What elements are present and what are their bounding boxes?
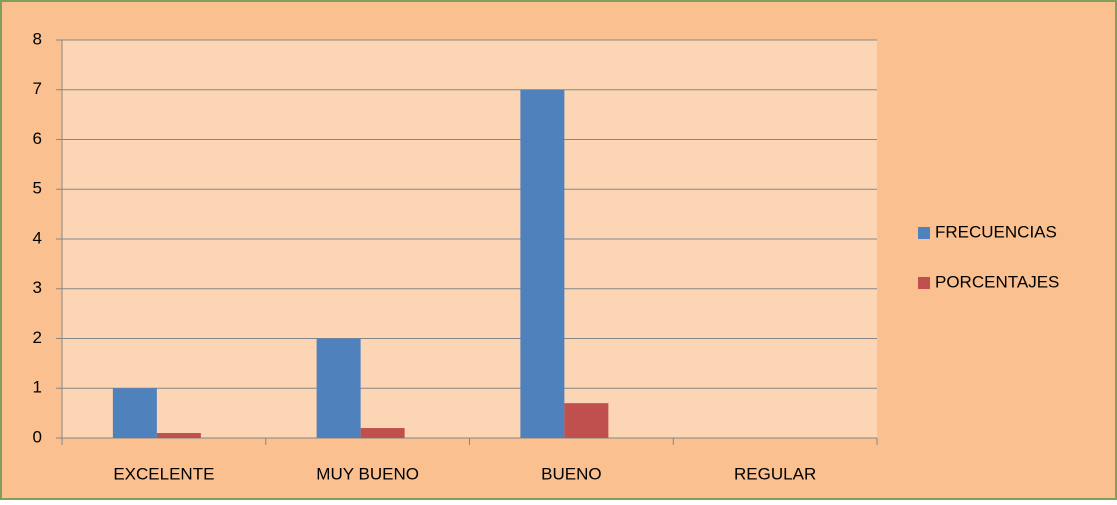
y-tick-label: 3 bbox=[33, 278, 42, 297]
y-tick-label: 8 bbox=[33, 29, 42, 48]
y-tick-label: 0 bbox=[33, 427, 42, 446]
bar bbox=[564, 403, 609, 438]
x-tick-label: REGULAR bbox=[734, 464, 816, 483]
x-tick-label: MUY BUENO bbox=[316, 464, 419, 483]
y-tick-label: 2 bbox=[33, 328, 42, 347]
bar bbox=[156, 433, 201, 438]
legend-label: FRECUENCIAS bbox=[935, 222, 1057, 241]
x-tick-label: EXCELENTE bbox=[113, 464, 214, 483]
x-tick-label: BUENO bbox=[541, 464, 601, 483]
y-tick-label: 7 bbox=[33, 79, 42, 98]
y-tick-label: 5 bbox=[33, 179, 42, 198]
legend-swatch bbox=[918, 227, 930, 239]
legend-label: PORCENTAJES bbox=[935, 272, 1059, 291]
y-tick-label: 6 bbox=[33, 129, 42, 148]
legend-swatch bbox=[918, 277, 930, 289]
bar bbox=[112, 388, 157, 438]
bar bbox=[316, 338, 361, 438]
bar bbox=[520, 89, 565, 438]
bar bbox=[360, 428, 405, 438]
y-tick-label: 1 bbox=[33, 378, 42, 397]
y-tick-label: 4 bbox=[33, 228, 42, 247]
